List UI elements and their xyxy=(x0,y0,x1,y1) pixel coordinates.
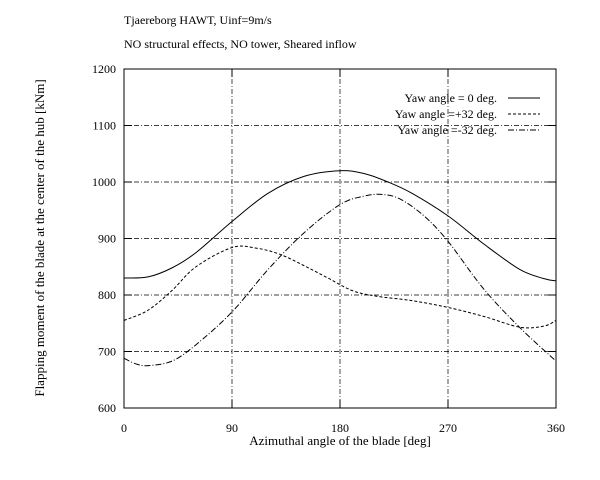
legend-label-2: Yaw angle =+32 deg. xyxy=(395,107,497,121)
y-tick-label: 700 xyxy=(98,345,116,359)
header-line2: NO structural effects, NO tower, Sheared… xyxy=(124,37,357,51)
x-tick-label: 90 xyxy=(226,421,238,435)
x-axis-title: Azimuthal angle of the blade [deg] xyxy=(249,433,431,448)
y-tick-label: 600 xyxy=(98,401,116,415)
x-tick-label: 180 xyxy=(331,421,349,435)
legend-label-3: Yaw angle =-32 deg. xyxy=(397,123,497,137)
x-tick-label: 270 xyxy=(439,421,457,435)
legend: Yaw angle = 0 deg. Yaw angle =+32 deg. Yaw… xyxy=(395,91,540,137)
y-tick-labels: 600 700 800 900 1000 1100 1200 xyxy=(92,62,116,415)
y-tick-label: 900 xyxy=(98,232,116,246)
y-tick-label: 1100 xyxy=(92,119,116,133)
series-line-1 xyxy=(123,170,557,282)
series-line-3 xyxy=(123,193,557,367)
y-axis-title: Flapping moment of the blade at the cent… xyxy=(32,79,47,396)
legend-label-1: Yaw angle = 0 deg. xyxy=(404,91,497,105)
series-lines xyxy=(123,170,557,367)
grid xyxy=(124,69,556,408)
x-tick-labels: 0 90 180 270 360 xyxy=(121,421,565,435)
y-tick-label: 1000 xyxy=(92,175,116,189)
series-line-2 xyxy=(123,245,557,329)
tick-marks xyxy=(123,68,557,409)
y-tick-label: 800 xyxy=(98,288,116,302)
header-line1: Tjaereborg HAWT, Uinf=9m/s xyxy=(124,13,272,27)
y-tick-label: 1200 xyxy=(92,62,116,76)
x-tick-label: 0 xyxy=(121,421,127,435)
x-tick-label: 360 xyxy=(547,421,565,435)
